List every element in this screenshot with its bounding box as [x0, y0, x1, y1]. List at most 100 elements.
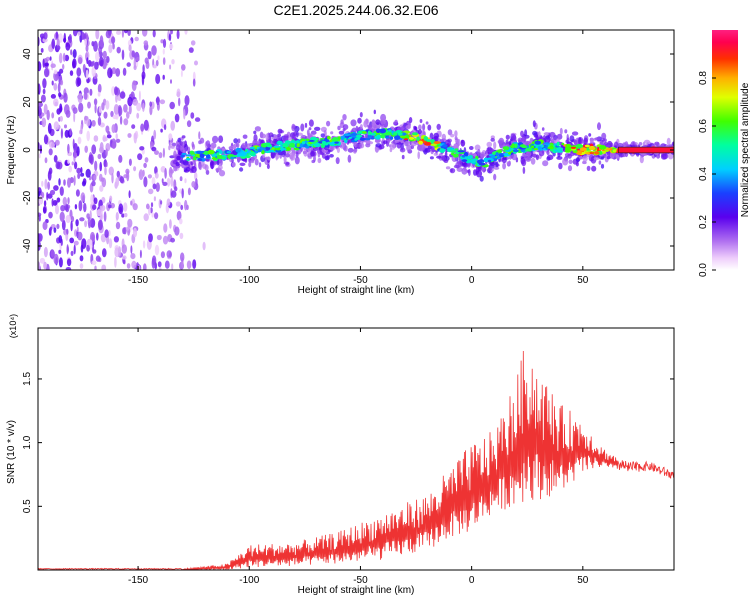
spectrogram-halo: [254, 158, 259, 166]
spectrogram-halo: [405, 125, 411, 130]
spectrogram-speckle: [48, 211, 53, 219]
spectrogram-speckle: [89, 239, 93, 250]
spectrogram-core: [280, 148, 287, 151]
spectrogram-core: [609, 148, 613, 151]
spectrogram-halo: [177, 137, 181, 143]
spectrogram-speckle: [131, 260, 137, 269]
spectrogram-speckle: [168, 166, 173, 178]
spectrogram-halo: [454, 136, 458, 141]
spectrogram-halo: [353, 149, 357, 154]
spectrogram-speckle: [127, 96, 133, 107]
spectrogram-speckle: [105, 30, 112, 39]
spectrogram-speckle: [131, 124, 136, 129]
spectrogram-speckle: [154, 172, 159, 179]
spectrogram-speckle: [77, 231, 83, 241]
spectrogram-halo: [593, 157, 600, 161]
spectrogram-speckle: [43, 206, 47, 214]
spectrogram-halo: [666, 137, 671, 146]
spectrogram-speckle: [98, 105, 102, 113]
spectrogram-core: [241, 151, 248, 156]
spectrogram-core: [450, 150, 457, 153]
spectrogram-halo: [436, 123, 441, 130]
spectrogram-halo: [347, 154, 352, 163]
y-tick-label: 0: [22, 147, 33, 153]
spectrogram-speckle: [56, 197, 61, 203]
spectrogram-speckle: [83, 202, 87, 213]
spectrogram-speckle: [111, 67, 117, 75]
spectrogram-halo: [291, 123, 296, 132]
spectrogram-halo: [265, 133, 269, 141]
spectrogram-core: [512, 149, 519, 153]
spectrogram-halo: [443, 159, 449, 163]
spectrogram-speckle: [142, 30, 148, 37]
spectrogram-speckle: [51, 142, 56, 148]
spectrogram-halo: [453, 164, 460, 169]
spectrogram-halo: [616, 154, 620, 159]
spectrogram-speckle: [74, 161, 78, 170]
spectrogram-halo: [378, 144, 385, 150]
spectrogram-core: [199, 153, 204, 158]
spectrogram-speckle: [97, 83, 102, 93]
spectrogram-halo: [419, 119, 423, 123]
spectrogram-speckle: [115, 177, 120, 187]
spectrogram-halo: [433, 132, 440, 139]
spectrogram-halo: [175, 144, 181, 151]
spectrogram-speckle: [133, 166, 137, 172]
spectrogram-speckle: [140, 123, 145, 132]
spectrogram-halo: [212, 135, 219, 144]
spectrogram-speckle: [48, 167, 53, 175]
spectrogram-speckle: [154, 244, 160, 256]
spectrogram-speckle: [67, 177, 71, 188]
spectrogram-halo: [343, 145, 348, 152]
spectrogram-speckle: [99, 142, 104, 152]
spectrogram-speckle: [160, 128, 163, 133]
spectrogram-speckle: [176, 210, 182, 221]
spectrogram-speckle: [114, 256, 117, 268]
spectrogram-halo: [486, 141, 493, 148]
spectrogram-speckle: [96, 232, 99, 241]
spectrogram-speckle: [50, 63, 56, 68]
spectrogram-speckle: [58, 92, 62, 98]
spectrogram-speckle: [103, 111, 108, 119]
spectrogram-speckle: [190, 112, 195, 119]
spectrogram-speckle: [78, 57, 83, 64]
spectrogram-speckle: [55, 31, 59, 39]
spectrogram-halo: [656, 154, 661, 159]
spectrogram-speckle: [49, 56, 52, 61]
spectrogram-speckle: [176, 88, 181, 98]
spectrogram-halo: [204, 164, 209, 171]
spectrogram-core: [302, 144, 309, 147]
spectrogram-speckle: [111, 172, 114, 184]
spectrogram-speckle: [123, 104, 128, 113]
spectrogram-speckle: [53, 227, 57, 233]
snr-panel: -150 -100 -50 0 50 0.5 1.0 1.5 Height of strai…: [6, 314, 675, 596]
spectrogram-speckle: [125, 226, 130, 231]
spectrogram-speckle: [115, 133, 118, 140]
spectrogram-halo: [275, 153, 279, 161]
spectrogram-core: [277, 140, 282, 145]
spectrogram-halo: [477, 148, 481, 157]
spectrogram-core: [257, 148, 262, 153]
spectrogram-speckle: [118, 246, 121, 257]
spectrogram-halo: [294, 156, 300, 165]
spectrogram-core: [394, 135, 401, 141]
spectrogram-speckle: [42, 88, 46, 95]
spectrogram-speckle: [162, 181, 168, 186]
spectrogram-halo: [295, 151, 299, 158]
spectrogram-speckle: [108, 238, 113, 249]
spectrogram-core: [196, 150, 204, 155]
spectrogram-speckle: [133, 58, 136, 69]
y-tick-label: 1.0: [22, 435, 33, 449]
spectrogram-halo: [273, 134, 278, 139]
spectrogram-speckle: [168, 43, 174, 50]
spectrogram-speckle: [151, 212, 154, 218]
spectrogram-speckle: [76, 226, 79, 233]
spectrogram-speckle: [118, 203, 124, 215]
spectrogram-speckle: [130, 245, 133, 254]
spectrogram-speckle: [47, 181, 50, 190]
spectrogram-core: [320, 144, 325, 148]
spectrogram-core: [424, 142, 432, 146]
spectrogram-halo: [258, 162, 262, 168]
spectrogram-speckle: [111, 36, 116, 44]
spectrogram-speckle: [85, 44, 89, 52]
